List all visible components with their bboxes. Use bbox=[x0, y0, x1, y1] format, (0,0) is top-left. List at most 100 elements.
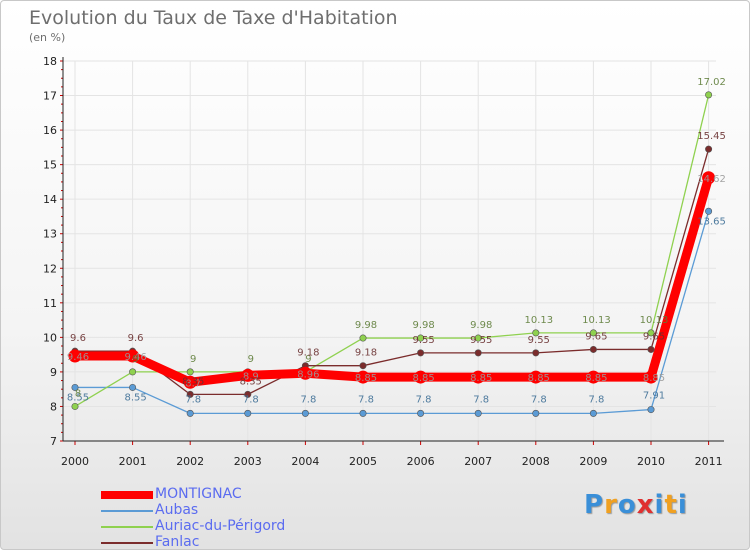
data-label: 10.13 bbox=[524, 315, 553, 326]
data-point bbox=[532, 349, 540, 357]
data-label: 13.65 bbox=[697, 216, 726, 227]
data-labels: 9.46 9.46 8.7 8.9 8.96 8.85 8.85 8.85 8.85 8.85 8.… bbox=[67, 77, 726, 406]
data-label: 8 bbox=[75, 388, 81, 399]
data-point bbox=[71, 383, 79, 391]
data-label: 8.85 bbox=[470, 373, 492, 384]
data-label: 8.85 bbox=[528, 373, 550, 384]
data-label: 9.6 bbox=[70, 333, 86, 344]
y-tick-label: 8 bbox=[50, 400, 57, 413]
y-tick-label: 10 bbox=[43, 331, 57, 344]
y-tick-label: 9 bbox=[50, 366, 57, 379]
data-point bbox=[186, 368, 194, 376]
y-tick-label: 11 bbox=[43, 297, 57, 310]
data-point bbox=[414, 370, 428, 384]
data-point bbox=[359, 334, 367, 342]
series-line-fanlac bbox=[74, 148, 710, 396]
data-label: 8.55 bbox=[67, 392, 89, 403]
points-group bbox=[68, 91, 716, 417]
series-group bbox=[70, 94, 714, 415]
data-label: 15.45 bbox=[697, 131, 726, 142]
y-tick-label: 16 bbox=[43, 124, 57, 137]
data-label: 8.9 bbox=[243, 371, 259, 382]
x-tick-label: 2002 bbox=[176, 455, 204, 468]
data-point bbox=[474, 349, 482, 357]
data-label: 9.65 bbox=[585, 331, 607, 342]
series-line-montignac bbox=[70, 173, 714, 387]
legend-label: Aubas bbox=[155, 502, 199, 518]
data-point bbox=[474, 334, 482, 342]
data-point bbox=[356, 370, 370, 384]
chart-title: Evolution du Taux de Taxe d'Habitation bbox=[29, 7, 398, 29]
data-point bbox=[186, 409, 194, 417]
data-label: 8.85 bbox=[643, 373, 665, 384]
data-label: 9.18 bbox=[355, 348, 377, 359]
x-tick-label: 2000 bbox=[61, 455, 89, 468]
data-label: 9.55 bbox=[528, 335, 550, 346]
legend-swatch bbox=[101, 526, 153, 528]
data-point bbox=[647, 345, 655, 353]
logo-letter: r bbox=[604, 490, 618, 520]
logo-letter: P bbox=[584, 490, 605, 520]
y-tick-label: 17 bbox=[43, 90, 57, 103]
data-point bbox=[474, 409, 482, 417]
data-point bbox=[417, 334, 425, 342]
x-tick-label: 2009 bbox=[579, 455, 607, 468]
data-point bbox=[301, 409, 309, 417]
data-label: 9 bbox=[248, 354, 254, 365]
axes bbox=[60, 57, 724, 445]
data-label: 7.8 bbox=[531, 394, 547, 405]
x-tick-label: 2010 bbox=[637, 455, 665, 468]
data-point bbox=[417, 349, 425, 357]
data-point bbox=[589, 329, 597, 337]
data-point bbox=[586, 370, 600, 384]
logo-letter: i bbox=[654, 490, 665, 520]
y-tick-label: 7 bbox=[50, 435, 57, 448]
legend-label: Fanlac bbox=[155, 534, 200, 550]
data-point bbox=[359, 362, 367, 370]
data-point bbox=[471, 370, 485, 384]
data-point bbox=[359, 409, 367, 417]
data-point bbox=[647, 406, 655, 414]
data-label: 8.7 bbox=[185, 378, 201, 389]
y-tick-label: 18 bbox=[43, 55, 57, 68]
data-point bbox=[68, 349, 82, 363]
data-point bbox=[126, 349, 140, 363]
data-point bbox=[644, 370, 658, 384]
series-line-auriac-du-p-rigord bbox=[74, 94, 710, 408]
data-point bbox=[241, 368, 255, 382]
data-label: 9 bbox=[190, 354, 196, 365]
data-label: 8.85 bbox=[355, 373, 377, 384]
logo-letter: o bbox=[617, 490, 637, 520]
data-label: 7.8 bbox=[243, 394, 259, 405]
data-label: 9 bbox=[305, 354, 311, 365]
data-label: 9 bbox=[132, 354, 138, 365]
data-point bbox=[705, 207, 713, 215]
x-tick-label: 2006 bbox=[407, 455, 435, 468]
data-point bbox=[702, 171, 716, 185]
legend-swatch bbox=[101, 542, 153, 544]
logo-letter: t bbox=[664, 490, 678, 520]
x-tick-label: 2008 bbox=[522, 455, 550, 468]
data-label: 9.65 bbox=[643, 331, 665, 342]
data-point bbox=[705, 91, 713, 99]
x-tick-label: 2001 bbox=[119, 455, 147, 468]
data-point bbox=[589, 409, 597, 417]
series-line-aubas bbox=[74, 210, 710, 415]
legend-label: MONTIGNAC bbox=[155, 486, 242, 502]
data-label: 9.46 bbox=[124, 352, 146, 363]
data-point bbox=[183, 375, 197, 389]
data-point bbox=[129, 383, 137, 391]
x-tick-label: 2004 bbox=[291, 455, 319, 468]
legend-swatch bbox=[101, 510, 153, 512]
data-label: 9.98 bbox=[412, 320, 434, 331]
data-label: 9.98 bbox=[470, 320, 492, 331]
data-label: 10.13 bbox=[582, 315, 611, 326]
tick-labels: 7 8 9 10 11 12 13 14 15 16 17 18 2000 2001 2002 2003 200… bbox=[43, 55, 723, 468]
logo-letter: i bbox=[677, 490, 688, 520]
data-label: 9.18 bbox=[297, 348, 319, 359]
data-label: 7.8 bbox=[473, 394, 489, 405]
data-label: 9.46 bbox=[67, 352, 89, 363]
data-point bbox=[647, 329, 655, 337]
